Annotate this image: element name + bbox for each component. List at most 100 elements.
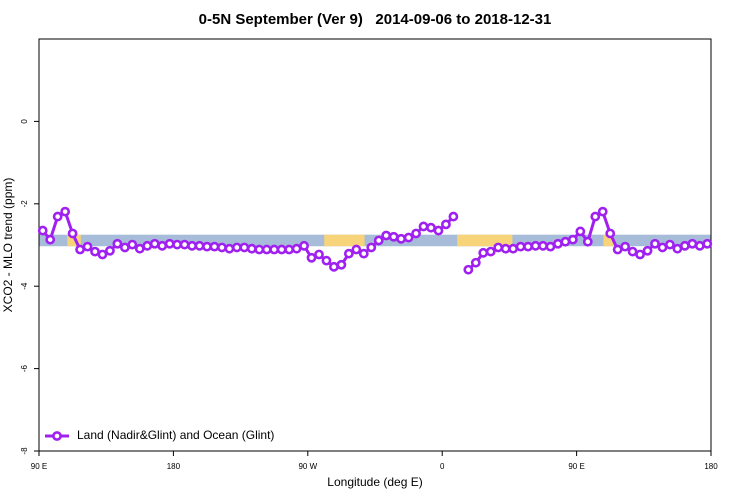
data-point: [500, 243, 511, 254]
data-point: [381, 230, 392, 241]
data-point: [67, 228, 78, 239]
data-point: [448, 211, 459, 222]
data-point: [411, 228, 421, 239]
land-band: [67, 234, 81, 247]
data-point: [396, 233, 407, 244]
x-tick-label: 90 E: [568, 462, 584, 471]
data-point: [329, 261, 339, 272]
data-point: [224, 243, 235, 254]
data-point: [157, 240, 168, 251]
chart-title: 0-5N September (Ver 9) 2014-09-06 to 201…: [199, 11, 552, 28]
data-point: [194, 240, 205, 251]
data-point: [418, 221, 429, 232]
data-point: [90, 246, 100, 257]
data-point: [530, 240, 541, 251]
data-point: [254, 244, 265, 255]
data-point: [702, 238, 713, 249]
data-point: [164, 238, 175, 249]
data-point: [45, 234, 56, 245]
data-point: [493, 242, 504, 253]
data-point: [127, 239, 138, 250]
data-point: [612, 244, 623, 255]
data-point: [441, 219, 451, 230]
data-point: [657, 242, 668, 253]
data-point: [306, 252, 317, 263]
data-point: [373, 235, 384, 246]
data-point: [52, 211, 63, 222]
data-point: [202, 241, 212, 252]
data-point: [284, 244, 295, 255]
data-point: [358, 248, 369, 259]
data-point: [605, 228, 616, 239]
land-band: [603, 234, 614, 247]
data-point: [37, 225, 48, 236]
legend-label: Land (Nadir&Glint) and Ocean (Glint): [77, 428, 274, 442]
data-point: [187, 240, 197, 251]
data-point: [336, 259, 347, 270]
x-tick-label: 90 W: [298, 462, 317, 471]
data-point: [343, 248, 354, 259]
x-tick-label: 180: [167, 462, 181, 471]
y-tick-label: -8: [20, 447, 29, 455]
data-point: [314, 249, 324, 260]
land-band: [457, 234, 513, 247]
y-tick-label: -4: [20, 282, 29, 290]
data-point: [627, 246, 638, 257]
data-point: [105, 245, 115, 256]
data-point: [635, 249, 645, 260]
land-band: [324, 234, 365, 247]
data-point: [560, 236, 571, 247]
data-point: [508, 243, 519, 254]
data-point: [515, 241, 526, 252]
data-point: [97, 249, 108, 260]
data-point: [553, 238, 563, 249]
data-point: [231, 242, 242, 253]
legend-marker: [52, 431, 62, 441]
data-point: [142, 240, 153, 251]
y-axis-label: XCO2 - MLO trend (ppm): [1, 178, 15, 313]
data-point: [694, 240, 705, 251]
data-point: [538, 240, 548, 251]
data-point: [463, 264, 474, 275]
data-point: [261, 244, 272, 255]
data-point: [366, 242, 377, 253]
data-point: [485, 246, 496, 257]
data-point: [590, 211, 601, 222]
data-point: [112, 238, 123, 249]
data-point: [470, 257, 481, 268]
data-point: [687, 238, 698, 249]
data-point: [679, 240, 690, 251]
data-point: [209, 241, 220, 252]
y-tick-label: -2: [20, 200, 29, 208]
data-point: [642, 245, 653, 256]
x-tick-label: 180: [704, 462, 718, 471]
x-tick-label: 90 E: [31, 462, 47, 471]
data-point: [650, 238, 660, 249]
data-point: [433, 225, 444, 236]
data-point: [239, 242, 250, 253]
data-point: [321, 255, 332, 266]
y-tick-label: -6: [20, 364, 29, 372]
data-point: [217, 242, 227, 253]
x-tick-label: 0: [440, 462, 445, 471]
data-point: [276, 244, 287, 255]
data-point: [351, 244, 362, 255]
data-point: [388, 231, 399, 242]
data-point: [620, 241, 631, 252]
data-point: [597, 206, 608, 217]
data-point: [269, 244, 280, 255]
data-point: [75, 244, 85, 255]
data-point: [82, 241, 93, 252]
data-point: [665, 239, 675, 250]
data-point: [299, 240, 309, 251]
data-point: [672, 243, 683, 254]
x-axis-label: Longitude (deg E): [327, 475, 422, 489]
data-point: [149, 238, 160, 249]
data-point: [582, 236, 593, 247]
data-point: [291, 243, 302, 254]
data-point: [60, 206, 71, 217]
data-point: [567, 234, 578, 245]
y-tick-label: 0: [20, 119, 29, 124]
data-point: [403, 232, 414, 243]
